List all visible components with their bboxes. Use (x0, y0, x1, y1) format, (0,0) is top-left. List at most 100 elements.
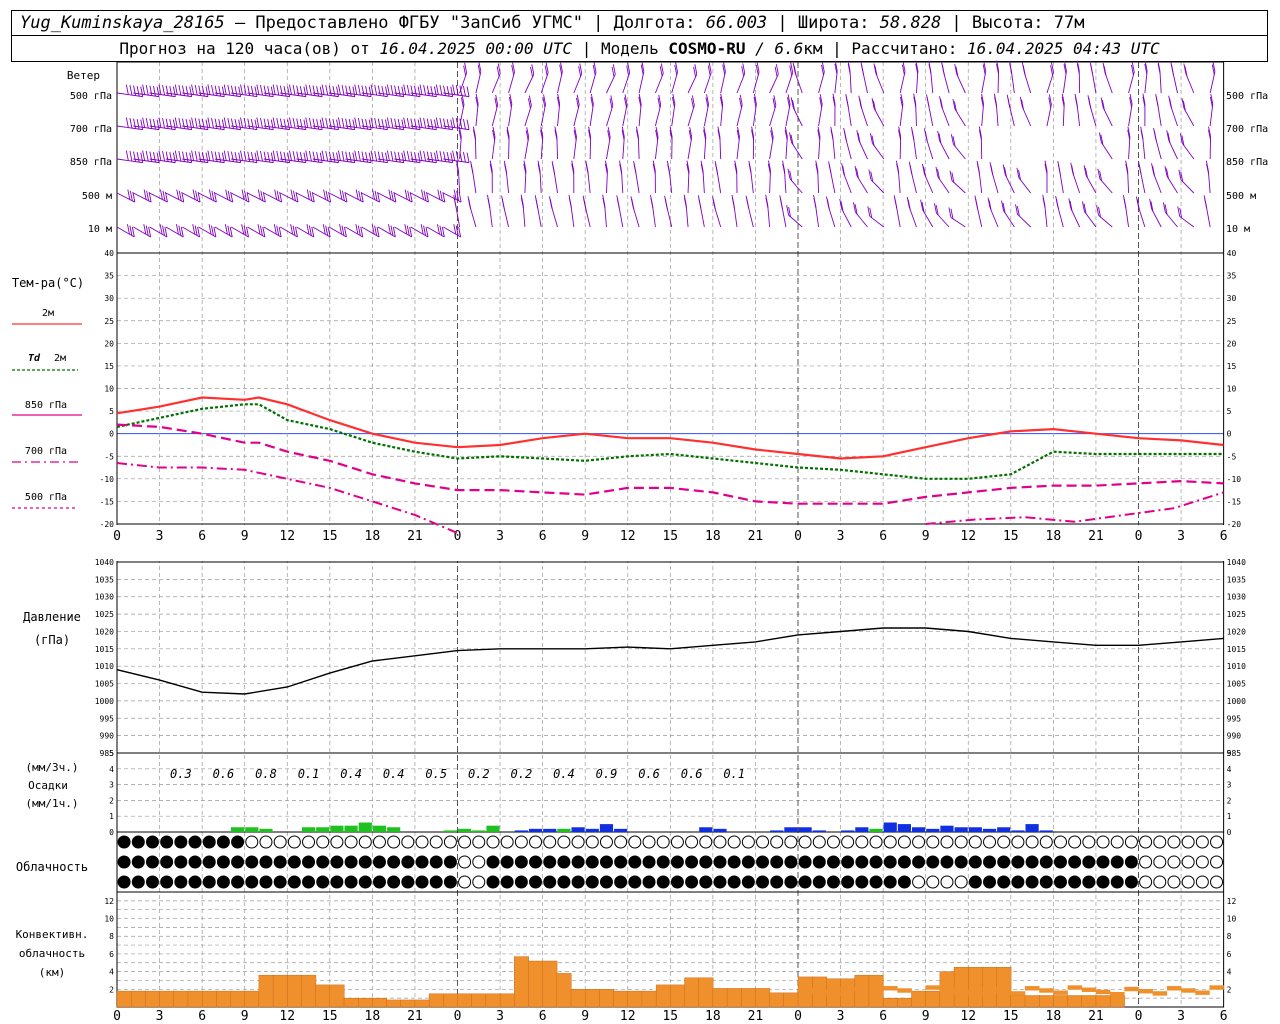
wind-barb-shaft (426, 192, 446, 203)
wind-barb-shaft (1165, 212, 1178, 228)
wind-barb-feather (443, 118, 446, 129)
wind-barb-feather (185, 119, 189, 130)
wind-barb-shaft (182, 226, 200, 238)
wind-barb-feather (211, 151, 214, 162)
legend-td-symbol: Td (28, 353, 41, 364)
wind-barb-feather (1019, 96, 1023, 107)
wind-barb-feather (935, 205, 939, 216)
cloud-symbol (571, 875, 585, 889)
conv-bar (883, 986, 898, 991)
cloud-symbol (1139, 835, 1153, 849)
wind-barb-shaft (606, 170, 608, 194)
conv-bar (882, 997, 898, 1008)
wind-barb-shaft (345, 226, 363, 238)
conv-bar (698, 977, 714, 1008)
wind-barb-feather (390, 190, 394, 201)
cloud-symbol (500, 835, 514, 849)
wind-barb-feather (1181, 98, 1185, 109)
wind-barb-feather (240, 84, 243, 95)
wind-barb-shaft (394, 92, 421, 98)
cloud-symbol (160, 855, 174, 869)
wind-barb-feather (900, 93, 904, 105)
wind-barb-shaft (1142, 136, 1146, 160)
wind-barb-feather (952, 136, 956, 147)
wind-barb-feather (1089, 61, 1093, 72)
cloud-symbol (1153, 855, 1167, 869)
cloud-symbol (1053, 855, 1067, 869)
wind-barb-feather (368, 152, 372, 163)
wind-barb-shaft (133, 192, 152, 203)
wind-barb-feather (706, 94, 709, 105)
wind-barb-feather (1018, 169, 1021, 181)
wind-barb-feather (419, 117, 423, 128)
wind-barb-feather (372, 189, 376, 200)
pressure-tick-right: 990 (1227, 732, 1242, 741)
cloud-symbol (1124, 835, 1138, 849)
conv-bar (939, 971, 955, 1008)
wind-barb-feather (779, 198, 783, 209)
wind-barb-feather (470, 164, 474, 175)
wind-barb-feather (234, 152, 238, 163)
cloud-symbol (1011, 835, 1025, 849)
conv-bar (258, 974, 274, 1008)
wind-barb-feather (857, 132, 861, 143)
time-tick-mid: 12 (620, 529, 636, 544)
level-700hpa-right: 700 гПа (1226, 124, 1268, 135)
precip-bar (869, 828, 883, 832)
wind-barb-feather (370, 150, 374, 161)
wind-barb-shaft (736, 73, 746, 94)
wind-barb-feather (842, 165, 846, 177)
wind-barb-feather (230, 191, 234, 203)
wind-barb-feather (336, 152, 339, 163)
wind-barb-shaft (133, 158, 160, 164)
wind-barb-feather (374, 151, 378, 162)
conv-bar (514, 956, 529, 1008)
pressure-tick-right: 1010 (1227, 662, 1246, 671)
cloud-symbol (1181, 835, 1195, 849)
pressure-tick-left: 985 (100, 749, 115, 758)
conv-title-2: облачность (19, 947, 85, 960)
temp-tick-left: -15 (100, 497, 115, 506)
wind-barb-shaft (995, 103, 999, 127)
wind-barb-feather (619, 163, 623, 174)
wind-barb-feather (1180, 171, 1184, 182)
wind-barb-feather (1051, 62, 1054, 73)
wind-barb-feather (664, 198, 668, 209)
wind-barb-feather (388, 189, 392, 200)
wind-barb-feather (129, 151, 133, 162)
wind-barb-feather (194, 118, 198, 129)
cloud-symbol (145, 875, 159, 889)
wind-barb-feather (926, 94, 929, 105)
wind-barb-feather (981, 93, 984, 104)
wind-barb-feather (854, 165, 858, 177)
cloud-symbol (912, 875, 926, 889)
wind-barb-feather (1083, 165, 1087, 176)
wind-barb-feather (954, 64, 958, 75)
wind-barb-feather (254, 152, 258, 163)
wind-barb-feather (426, 85, 430, 96)
wind-barb-feather (950, 208, 954, 219)
wind-barb-feather (626, 65, 630, 76)
wind-barb-feather (321, 150, 325, 161)
conv-bar (769, 992, 785, 1008)
wind-barb-feather (921, 163, 925, 174)
cloud-symbol (826, 835, 840, 849)
wind-barb-feather (153, 119, 156, 130)
wind-barb-feather (828, 161, 832, 172)
wind-barb-shaft (165, 125, 192, 131)
wind-barb-feather (292, 118, 296, 129)
precip-bar (855, 827, 869, 832)
precip-tick-right: 4 (1227, 765, 1232, 774)
wind-barb-feather (425, 226, 429, 238)
wind-barb-shaft (638, 103, 642, 127)
temp-series-0 (116, 396, 1224, 460)
precip-tick-left: 4 (109, 765, 114, 774)
cloud-symbol (415, 855, 429, 869)
wind-barb-feather (321, 84, 325, 95)
cloud-symbol (1181, 855, 1195, 869)
wind-barb-feather (585, 163, 589, 175)
cloud-symbol (883, 835, 897, 849)
wind-barb-feather (208, 189, 212, 200)
wind-barb-feather (464, 62, 468, 73)
wind-barb-feather (127, 189, 131, 200)
